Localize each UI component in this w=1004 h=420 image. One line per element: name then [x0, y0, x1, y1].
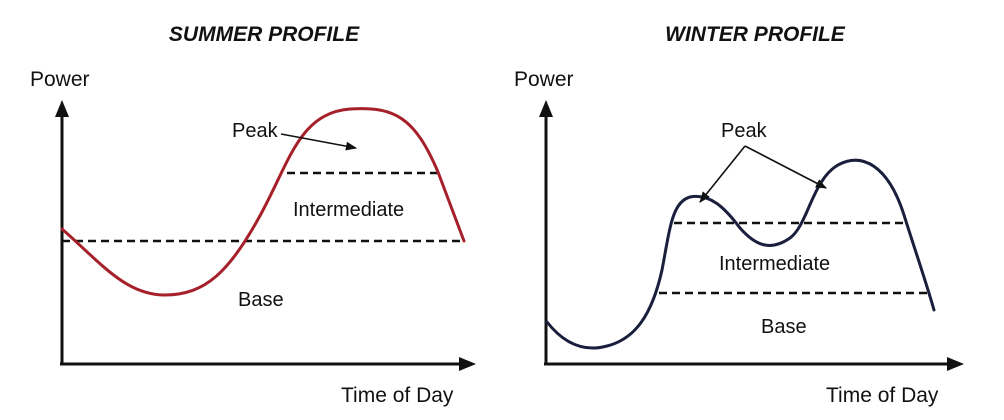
winter-y-axis-label: Power	[514, 68, 574, 91]
summer-panel-title: SUMMER PROFILE	[169, 23, 360, 46]
summer-demand-curve	[60, 107, 466, 297]
summer-intermediate-label: Intermediate	[293, 199, 404, 221]
winter-peak-pointer-right	[744, 145, 827, 189]
winter-x-axis-arrow-icon	[947, 357, 964, 371]
summer-base-label: Base	[238, 289, 284, 311]
winter-panel: WINTER PROFILE Power Time of Day Peak In…	[514, 23, 964, 407]
summer-x-axis-label: Time of Day	[341, 384, 454, 407]
winter-x-axis-label: Time of Day	[826, 384, 939, 407]
winter-panel-title: WINTER PROFILE	[665, 23, 846, 46]
winter-demand-curve	[545, 158, 936, 350]
summer-axes	[55, 100, 476, 371]
summer-x-axis-arrow-icon	[459, 357, 476, 371]
winter-base-label: Base	[761, 316, 807, 338]
summer-y-axis-label: Power	[30, 68, 90, 91]
winter-peak-label: Peak	[721, 120, 768, 142]
winter-intermediate-label: Intermediate	[719, 253, 830, 275]
winter-y-axis-arrow-icon	[539, 100, 553, 117]
summer-y-axis-arrow-icon	[55, 100, 69, 117]
summer-panel: SUMMER PROFILE Power Time of Day Peak In…	[30, 23, 476, 407]
summer-peak-pointer	[280, 133, 358, 151]
winter-peak-pointer-left	[699, 145, 746, 203]
summer-peak-label: Peak	[232, 120, 279, 142]
